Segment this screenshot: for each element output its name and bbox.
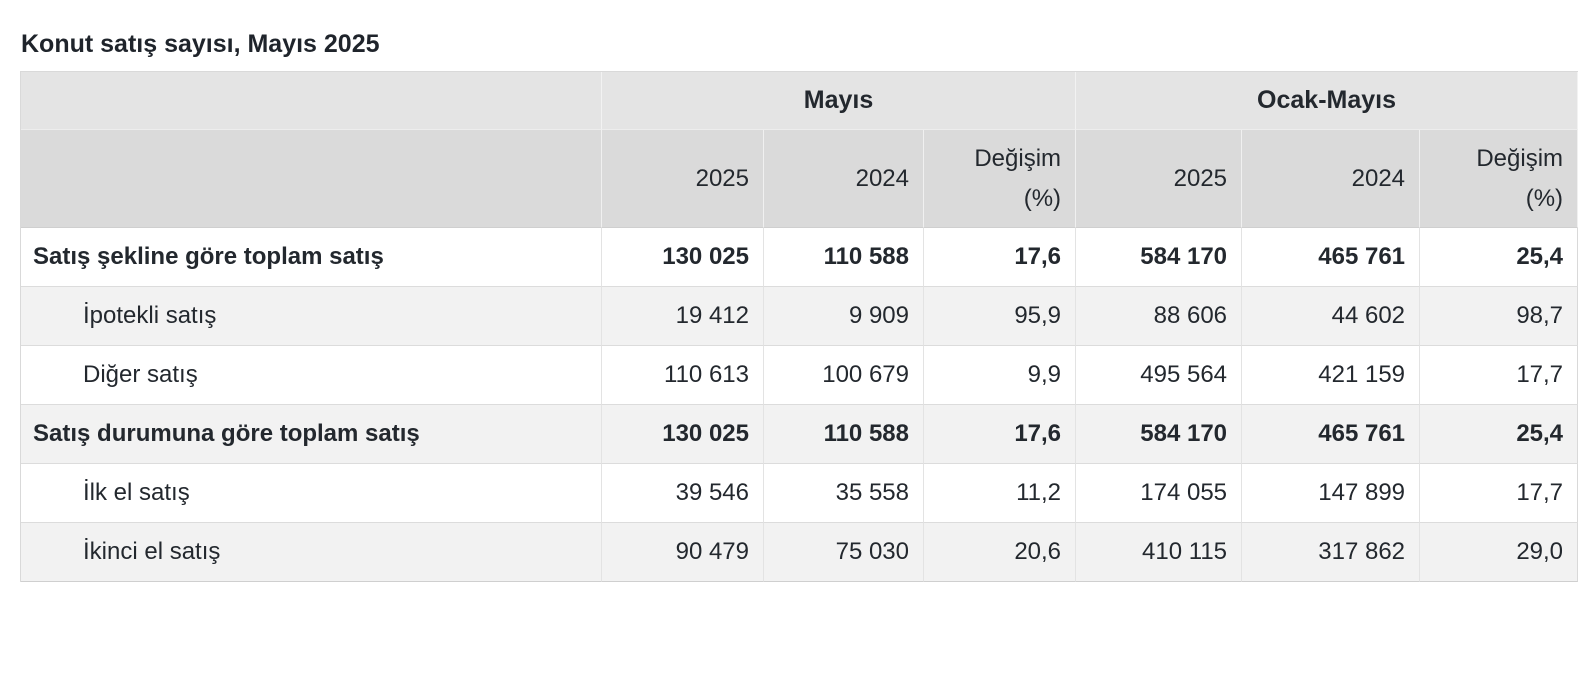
column-group-ocak-mayis: Ocak-Mayıs — [1076, 72, 1579, 130]
row-label: İlk el satış — [21, 464, 602, 523]
cell-value: 90 479 — [602, 523, 764, 582]
cell-value: 317 862 — [1242, 523, 1421, 582]
cell-value: 584 170 — [1076, 405, 1243, 464]
cell-value: 465 761 — [1242, 405, 1421, 464]
table-row: Satış durumuna göre toplam satış 130 025… — [21, 405, 1579, 464]
cell-value: 410 115 — [1076, 523, 1243, 582]
cell-value: 495 564 — [1076, 346, 1243, 405]
corner-cell — [21, 72, 602, 130]
header-ocak-mayis-2025: 2025 — [1076, 130, 1243, 228]
header-mayis-2024: 2024 — [764, 130, 924, 228]
cell-value: 35 558 — [764, 464, 924, 523]
header-mayis-2025: 2025 — [602, 130, 764, 228]
page-title: Konut satış sayısı, Mayıs 2025 — [21, 30, 380, 58]
sub-header-row: 2025 2024 Değişim (%) 2025 2024 Değişim … — [21, 130, 1579, 228]
column-group-row: Mayıs Ocak-Mayıs — [21, 72, 1579, 130]
row-label: Diğer satış — [21, 346, 602, 405]
row-label: Satış durumuna göre toplam satış — [21, 405, 602, 464]
cell-value: 17,6 — [924, 228, 1077, 287]
table-body: Satış şekline göre toplam satış 130 025 … — [21, 228, 1579, 582]
table-row: Satış şekline göre toplam satış 130 025 … — [21, 228, 1579, 287]
cell-value: 44 602 — [1242, 287, 1421, 346]
cell-value: 20,6 — [924, 523, 1077, 582]
header-mayis-degisim: Değişim (%) — [924, 130, 1077, 228]
cell-value: 88 606 — [1076, 287, 1243, 346]
table-row: İkinci el satış 90 479 75 030 20,6 410 1… — [21, 523, 1579, 582]
table-row: İlk el satış 39 546 35 558 11,2 174 055 … — [21, 464, 1579, 523]
cell-value: 110 588 — [764, 405, 924, 464]
cell-value: 130 025 — [602, 405, 764, 464]
cell-value: 29,0 — [1420, 523, 1579, 582]
cell-value: 17,7 — [1420, 464, 1579, 523]
cell-value: 465 761 — [1242, 228, 1421, 287]
table-row: İpotekli satış 19 412 9 909 95,9 88 606 … — [21, 287, 1579, 346]
cell-value: 17,6 — [924, 405, 1077, 464]
cell-value: 19 412 — [602, 287, 764, 346]
cell-value: 100 679 — [764, 346, 924, 405]
cell-value: 17,7 — [1420, 346, 1579, 405]
cell-value: 110 588 — [764, 228, 924, 287]
row-label: İpotekli satış — [21, 287, 602, 346]
cell-value: 9,9 — [924, 346, 1077, 405]
table-row: Diğer satış 110 613 100 679 9,9 495 564 … — [21, 346, 1579, 405]
cell-value: 130 025 — [602, 228, 764, 287]
cell-value: 95,9 — [924, 287, 1077, 346]
cell-value: 110 613 — [602, 346, 764, 405]
cell-value: 174 055 — [1076, 464, 1243, 523]
table-header: Mayıs Ocak-Mayıs 2025 2024 Değişim (%) 2… — [21, 72, 1579, 228]
housing-sales-table: Mayıs Ocak-Mayıs 2025 2024 Değişim (%) 2… — [20, 71, 1579, 582]
row-label: Satış şekline göre toplam satış — [21, 228, 602, 287]
cell-value: 11,2 — [924, 464, 1077, 523]
header-ocak-mayis-2024: 2024 — [1242, 130, 1421, 228]
column-group-mayis: Mayıs — [602, 72, 1077, 130]
cell-value: 25,4 — [1420, 228, 1579, 287]
cell-value: 98,7 — [1420, 287, 1579, 346]
row-label: İkinci el satış — [21, 523, 602, 582]
cell-value: 39 546 — [602, 464, 764, 523]
cell-value: 147 899 — [1242, 464, 1421, 523]
cell-value: 9 909 — [764, 287, 924, 346]
header-ocak-mayis-degisim: Değişim (%) — [1420, 130, 1579, 228]
corner-cell-2 — [21, 130, 602, 228]
cell-value: 421 159 — [1242, 346, 1421, 405]
cell-value: 25,4 — [1420, 405, 1579, 464]
cell-value: 584 170 — [1076, 228, 1243, 287]
cell-value: 75 030 — [764, 523, 924, 582]
